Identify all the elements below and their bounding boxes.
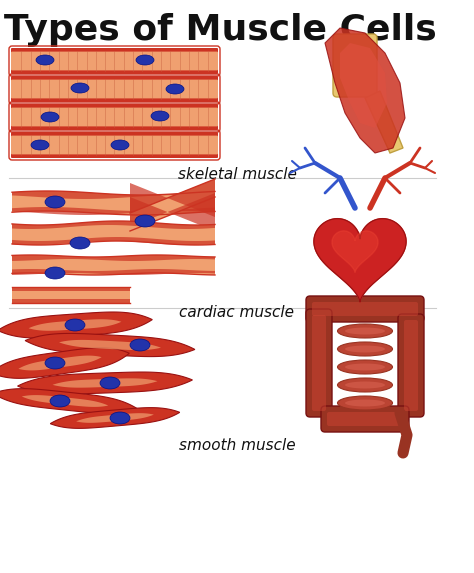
Text: cardiac muscle: cardiac muscle xyxy=(180,305,294,320)
Polygon shape xyxy=(12,221,215,229)
Polygon shape xyxy=(325,28,405,153)
Ellipse shape xyxy=(345,328,385,335)
Ellipse shape xyxy=(100,377,120,389)
Polygon shape xyxy=(18,372,192,394)
Polygon shape xyxy=(0,388,137,413)
Polygon shape xyxy=(332,231,378,273)
Ellipse shape xyxy=(111,140,129,150)
FancyBboxPatch shape xyxy=(312,302,418,316)
Polygon shape xyxy=(22,395,108,407)
Polygon shape xyxy=(50,407,180,429)
Polygon shape xyxy=(76,413,154,423)
FancyBboxPatch shape xyxy=(11,122,218,130)
FancyBboxPatch shape xyxy=(11,76,218,84)
Polygon shape xyxy=(0,348,129,378)
Ellipse shape xyxy=(65,319,85,331)
Ellipse shape xyxy=(45,357,65,369)
FancyBboxPatch shape xyxy=(306,309,332,417)
FancyBboxPatch shape xyxy=(11,80,218,99)
FancyBboxPatch shape xyxy=(11,136,218,154)
Polygon shape xyxy=(12,255,215,275)
Ellipse shape xyxy=(337,378,392,392)
Polygon shape xyxy=(25,333,195,356)
Polygon shape xyxy=(12,237,215,245)
Ellipse shape xyxy=(337,324,392,338)
Ellipse shape xyxy=(71,83,89,93)
Ellipse shape xyxy=(50,395,70,407)
FancyBboxPatch shape xyxy=(11,66,218,74)
Ellipse shape xyxy=(130,339,150,351)
Polygon shape xyxy=(365,91,403,153)
Ellipse shape xyxy=(31,140,49,150)
Polygon shape xyxy=(12,269,215,275)
FancyBboxPatch shape xyxy=(398,314,424,417)
Text: smooth muscle: smooth muscle xyxy=(179,438,295,453)
FancyBboxPatch shape xyxy=(11,108,218,127)
Polygon shape xyxy=(340,43,387,128)
FancyBboxPatch shape xyxy=(11,132,218,140)
Ellipse shape xyxy=(110,412,130,424)
FancyBboxPatch shape xyxy=(11,150,218,158)
Ellipse shape xyxy=(45,267,65,279)
Ellipse shape xyxy=(337,396,392,410)
FancyBboxPatch shape xyxy=(11,48,218,56)
FancyBboxPatch shape xyxy=(321,406,409,432)
Ellipse shape xyxy=(136,55,154,65)
Polygon shape xyxy=(130,193,215,231)
Polygon shape xyxy=(0,312,152,338)
Polygon shape xyxy=(18,356,101,370)
Ellipse shape xyxy=(36,55,54,65)
FancyBboxPatch shape xyxy=(327,412,403,426)
Polygon shape xyxy=(130,179,215,217)
Ellipse shape xyxy=(345,382,385,388)
Ellipse shape xyxy=(345,363,385,371)
Text: skeletal muscle: skeletal muscle xyxy=(178,167,296,182)
Ellipse shape xyxy=(166,84,184,94)
Ellipse shape xyxy=(345,399,385,406)
Polygon shape xyxy=(12,299,130,303)
Polygon shape xyxy=(12,191,215,199)
FancyBboxPatch shape xyxy=(312,315,326,411)
Polygon shape xyxy=(12,287,130,291)
Polygon shape xyxy=(12,207,215,215)
FancyBboxPatch shape xyxy=(306,296,424,322)
Polygon shape xyxy=(130,179,215,231)
Polygon shape xyxy=(314,219,406,302)
Ellipse shape xyxy=(337,342,392,356)
Polygon shape xyxy=(12,191,215,215)
Polygon shape xyxy=(28,319,121,331)
Ellipse shape xyxy=(135,215,155,227)
FancyBboxPatch shape xyxy=(11,52,218,70)
FancyBboxPatch shape xyxy=(404,320,418,411)
Text: Types of Muscle Cells: Types of Muscle Cells xyxy=(4,13,437,47)
Ellipse shape xyxy=(345,346,385,352)
Polygon shape xyxy=(12,287,130,303)
Ellipse shape xyxy=(41,112,59,122)
Ellipse shape xyxy=(70,237,90,249)
Polygon shape xyxy=(53,378,157,388)
FancyBboxPatch shape xyxy=(11,94,218,102)
FancyBboxPatch shape xyxy=(11,104,218,112)
FancyBboxPatch shape xyxy=(333,34,377,97)
Polygon shape xyxy=(12,255,215,261)
Ellipse shape xyxy=(45,196,65,208)
Polygon shape xyxy=(59,340,161,350)
Ellipse shape xyxy=(337,360,392,374)
Ellipse shape xyxy=(151,111,169,121)
Polygon shape xyxy=(12,221,215,245)
